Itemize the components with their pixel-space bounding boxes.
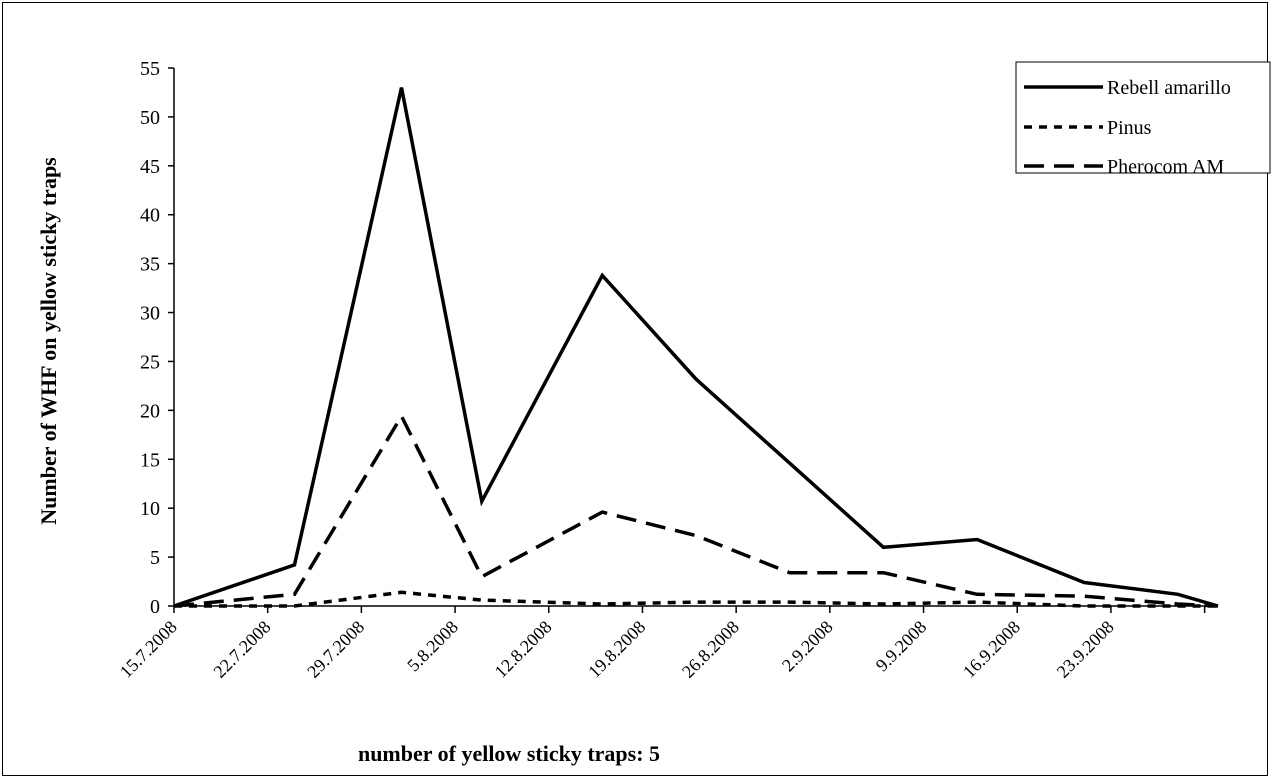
legend-label-pherocom-am: Pherocom AM: [1107, 156, 1224, 178]
x-tick-label: 23.9.2008: [1053, 617, 1118, 682]
x-tick-label: 29.7.2008: [303, 617, 368, 682]
y-tick-label: 35: [140, 254, 160, 276]
y-tick-label: 45: [140, 156, 160, 178]
y-tick-label: 20: [140, 400, 160, 422]
x-tick-label: 2.9.2008: [778, 617, 837, 676]
x-tick-label: 22.7.2008: [209, 617, 274, 682]
x-tick-label: 26.8.2008: [678, 617, 743, 682]
series-line-pinus: [174, 590, 1218, 608]
legend-label-rebell-amarillo: Rebell amarillo: [1107, 77, 1231, 99]
y-tick-label: 0: [150, 596, 160, 618]
series-line-pherocom-am: [173, 412, 1219, 608]
y-tick-label: 10: [140, 498, 160, 520]
x-tick-label: 16.9.2008: [959, 617, 1024, 682]
y-tick-label: 50: [140, 107, 160, 129]
series-lines: [173, 87, 1219, 608]
y-axis-title: Number of WHF on yellow sticky traps: [36, 157, 61, 525]
legend-label-pinus: Pinus: [1107, 117, 1152, 139]
legend-box: [1015, 61, 1271, 174]
y-axis-ticks: 0 5 10 15 20 25 30 35 40 45 50 55: [140, 58, 174, 618]
x-tick-label: 15.7.2008: [116, 617, 181, 682]
x-axis-title: number of yellow sticky traps: 5: [358, 741, 660, 766]
x-axis-ticks: 15.7.2008 22.7.2008 29.7.2008 5.8.2008 12.8.…: [116, 606, 1206, 682]
y-tick-label: 15: [140, 449, 160, 471]
y-tick-label: 5: [150, 547, 160, 569]
y-tick-label: 25: [140, 351, 160, 373]
x-tick-label: 19.8.2008: [584, 617, 649, 682]
x-tick-label: 5.8.2008: [403, 617, 462, 676]
y-tick-label: 40: [140, 205, 160, 227]
series-line-rebell-amarillo: [173, 87, 1219, 608]
x-tick-label: 9.9.2008: [872, 617, 931, 676]
y-tick-label: 30: [140, 303, 160, 325]
y-tick-label: 55: [140, 58, 160, 80]
x-tick-label: 12.8.2008: [491, 617, 556, 682]
legend: Rebell amarillo Pinus Pherocom AM: [1015, 61, 1271, 178]
